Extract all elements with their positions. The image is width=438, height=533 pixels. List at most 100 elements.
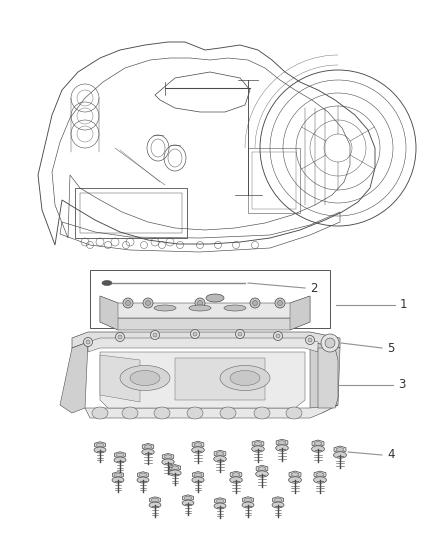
Polygon shape [100,310,310,330]
Polygon shape [152,498,158,502]
Polygon shape [291,472,299,477]
Polygon shape [72,332,340,348]
Polygon shape [85,405,338,418]
Bar [80,193,182,233]
Circle shape [198,301,202,305]
Ellipse shape [192,477,204,483]
Ellipse shape [130,370,160,385]
Polygon shape [149,497,160,503]
Ellipse shape [276,445,288,451]
Polygon shape [194,442,201,447]
Ellipse shape [94,447,106,453]
Ellipse shape [187,407,203,419]
Ellipse shape [311,446,325,452]
Polygon shape [115,473,121,477]
Text: 5: 5 [387,342,394,354]
Polygon shape [88,338,318,352]
Ellipse shape [256,471,268,477]
Circle shape [191,329,199,338]
Ellipse shape [112,477,124,483]
Ellipse shape [149,502,161,508]
Ellipse shape [169,470,181,476]
Ellipse shape [272,502,284,508]
Ellipse shape [92,407,108,419]
Ellipse shape [242,502,254,508]
Polygon shape [194,473,201,477]
Polygon shape [192,441,204,448]
Ellipse shape [230,477,242,483]
Polygon shape [276,439,288,446]
Polygon shape [140,473,146,477]
Polygon shape [318,348,338,408]
Polygon shape [165,455,171,459]
Polygon shape [334,446,346,453]
Circle shape [275,298,285,308]
Polygon shape [142,443,154,450]
Polygon shape [289,471,301,478]
Polygon shape [215,498,226,504]
Ellipse shape [224,305,246,311]
Polygon shape [192,472,204,478]
Polygon shape [217,499,223,503]
Ellipse shape [314,477,326,483]
Polygon shape [100,352,305,408]
Polygon shape [314,441,321,446]
Text: 2: 2 [310,281,318,295]
Polygon shape [336,447,343,451]
Text: 4: 4 [387,448,395,462]
Polygon shape [275,498,281,502]
Polygon shape [138,472,148,478]
Ellipse shape [214,503,226,509]
Polygon shape [272,497,283,503]
Circle shape [278,301,283,305]
Ellipse shape [154,407,170,419]
Polygon shape [314,471,326,478]
Polygon shape [172,466,178,470]
Circle shape [116,333,124,342]
Circle shape [305,335,314,344]
Ellipse shape [189,305,211,311]
Ellipse shape [154,305,176,311]
Polygon shape [145,445,152,449]
Circle shape [238,332,242,336]
Polygon shape [243,497,254,503]
Circle shape [236,329,244,338]
Bar [252,152,296,209]
Polygon shape [97,443,103,447]
Polygon shape [252,440,264,447]
Bar [75,188,187,238]
Polygon shape [230,471,242,478]
Polygon shape [310,342,340,413]
Ellipse shape [334,452,346,458]
Circle shape [153,333,157,337]
Polygon shape [170,465,180,471]
Ellipse shape [102,280,112,286]
Polygon shape [316,472,324,477]
Polygon shape [114,451,126,458]
Polygon shape [60,342,88,413]
Circle shape [276,334,280,338]
Ellipse shape [162,459,174,465]
Bar [248,148,300,213]
Ellipse shape [120,366,170,391]
Circle shape [143,298,153,308]
Ellipse shape [220,407,236,419]
Polygon shape [216,451,223,456]
Ellipse shape [182,500,194,506]
Ellipse shape [252,446,264,452]
Polygon shape [162,454,174,460]
Circle shape [273,332,283,341]
Circle shape [195,298,205,308]
Ellipse shape [206,294,224,302]
Polygon shape [113,472,124,478]
Polygon shape [100,355,140,402]
Polygon shape [117,453,124,457]
Polygon shape [279,441,286,445]
Ellipse shape [122,407,138,419]
Polygon shape [175,358,265,400]
Polygon shape [254,441,261,446]
Text: 3: 3 [398,378,406,392]
Polygon shape [100,296,310,318]
Circle shape [126,301,131,305]
Circle shape [123,298,133,308]
